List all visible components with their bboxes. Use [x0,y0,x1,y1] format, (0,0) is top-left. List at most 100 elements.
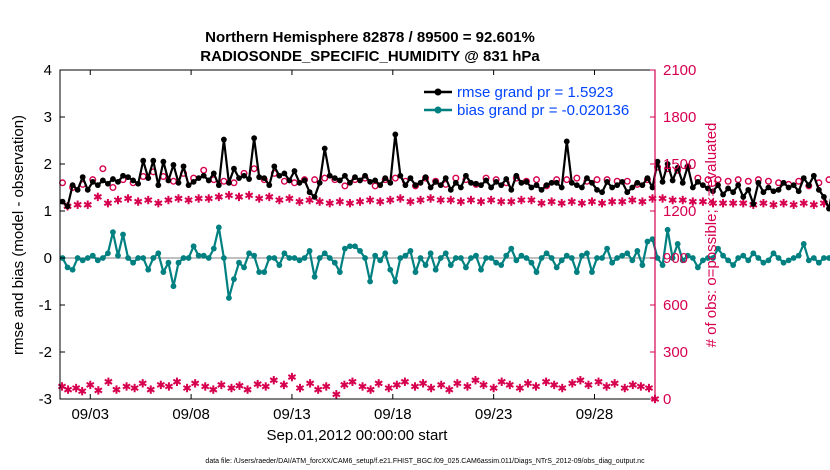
bias-point [553,264,560,271]
y-left-tick-label: -1 [39,297,52,314]
obs-evaluated-point [587,197,597,206]
obs-evaluated-point [305,195,314,205]
rmse-point [291,168,298,174]
obs-evaluated-point [436,195,445,205]
rmse-point [624,189,631,196]
bias-point [573,269,580,275]
rmse-point [775,186,782,193]
bias-point [715,245,721,252]
obs-evaluated-point [809,200,818,209]
obs-possible-point [573,174,581,182]
rmse-point [110,176,116,182]
obs-evaluated-point [204,194,213,203]
x-tick-label: 09/13 [273,406,311,423]
obs-evaluated-point [466,195,476,205]
y-left-tick-label: 0 [44,250,52,267]
bias-point [821,255,827,261]
legend-bias-label: bias grand pr = -0.020136 [457,102,629,119]
obs-evaluated-point [123,194,133,203]
rmse-point [684,163,691,170]
rmse-point [518,179,525,186]
obs-evaluated-point [134,197,143,206]
rmse-point [195,175,202,182]
rmse-point [387,179,394,186]
bias-point [478,266,484,273]
obs-evaluated-point [608,197,617,206]
rmse-point [563,138,570,145]
obs-evaluated-low-point [610,379,619,388]
rmse-point [94,182,101,189]
bias-point [306,248,313,254]
obs-evaluated-point [486,195,496,205]
bias-point [271,255,278,261]
rmse-point [382,175,389,182]
rmse-point [760,189,767,196]
obs-evaluated-point [174,194,183,203]
obs-evaluated-low-point [437,380,446,390]
rmse-point [301,177,308,184]
obs-evaluated-point [224,191,234,200]
bias-point [543,250,550,257]
rmse-point [180,163,187,170]
rmse-point [664,161,671,167]
obs-evaluated-low-point [305,379,315,388]
bias-point [341,245,348,252]
rmse-point [261,175,268,182]
rmse-point [473,180,479,187]
rmse-point [538,186,545,193]
bias-point [377,257,384,264]
y-right-tick-label: 600 [663,297,688,314]
y-right-tick-label: 1500 [663,156,696,173]
rmse-point [800,175,807,182]
obs-evaluated-low-point [426,383,436,393]
rmse-point [200,172,207,179]
obs-evaluated-low-point [269,376,278,385]
bias-point [614,255,621,261]
x-tick-label: 09/28 [576,406,614,423]
bias-point [140,255,147,261]
obs-evaluated-point [315,197,324,206]
bias-point [644,238,651,245]
bias-point [624,250,631,257]
rmse-point [765,184,772,191]
obs-evaluated-low-point [314,385,323,394]
rmse-point [115,178,121,185]
bias-point [483,255,489,261]
rmse-point [271,163,278,170]
rmse-point [226,179,232,186]
rmse-point [457,184,464,191]
obs-evaluated-low-point [471,376,480,385]
obs-evaluated-low-point [358,382,367,391]
obs-evaluated-point [234,192,244,202]
bias-point [69,266,76,273]
bias-point [74,255,81,261]
obs-evaluated-low-point [558,383,567,393]
obs-evaluated-point [214,192,223,202]
bias-point [397,255,404,261]
rmse-point [720,191,726,198]
obs-evaluated-low-point [479,380,488,390]
bias-point [135,255,142,261]
rmse-point [266,182,273,189]
obs-evaluated-low-point [374,379,383,388]
bias-point [639,262,646,268]
obs-possible-point [109,183,117,191]
bias-point [417,255,424,261]
obs-evaluated-low-point [400,377,410,386]
rmse-point [815,186,822,193]
rmse-point [241,172,247,179]
obs-evaluated-low-point [348,377,357,386]
bias-point [619,252,626,259]
bias-point [422,262,429,268]
obs-evaluated-low-point [217,380,226,390]
rmse-point [705,185,711,192]
rmse-point [452,179,459,186]
rmse-point [826,205,830,212]
rmse-point [629,184,636,191]
bias-point [599,255,605,261]
obs-evaluated-low-point [418,379,428,388]
bias-point [382,250,389,257]
rmse-point [553,179,560,186]
obs-evaluated-point [355,197,365,206]
obs-evaluated-point [345,198,355,208]
